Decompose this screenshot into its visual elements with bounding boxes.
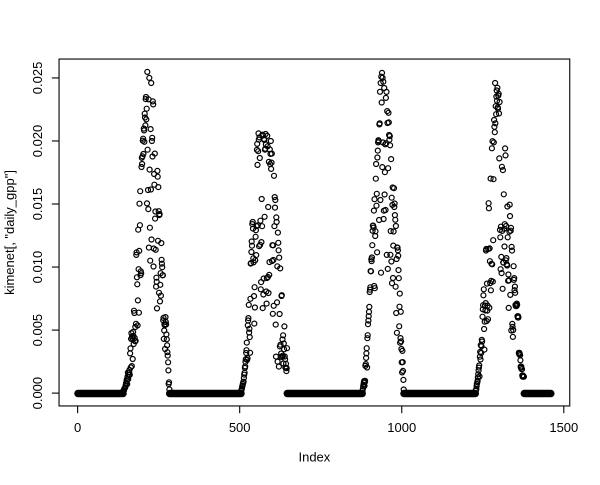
svg-text:1000: 1000 (387, 420, 416, 435)
svg-text:kimenet[, "daily_gpp"]: kimenet[, "daily_gpp"] (2, 170, 17, 295)
svg-text:0.005: 0.005 (30, 314, 45, 347)
svg-text:0.020: 0.020 (30, 125, 45, 158)
svg-text:1500: 1500 (549, 420, 578, 435)
svg-text:0.025: 0.025 (30, 62, 45, 95)
svg-text:Index: Index (298, 449, 330, 464)
svg-text:0.000: 0.000 (30, 377, 45, 410)
svg-text:0: 0 (74, 420, 81, 435)
svg-text:0.015: 0.015 (30, 188, 45, 221)
svg-text:0.010: 0.010 (30, 251, 45, 284)
svg-text:500: 500 (229, 420, 251, 435)
